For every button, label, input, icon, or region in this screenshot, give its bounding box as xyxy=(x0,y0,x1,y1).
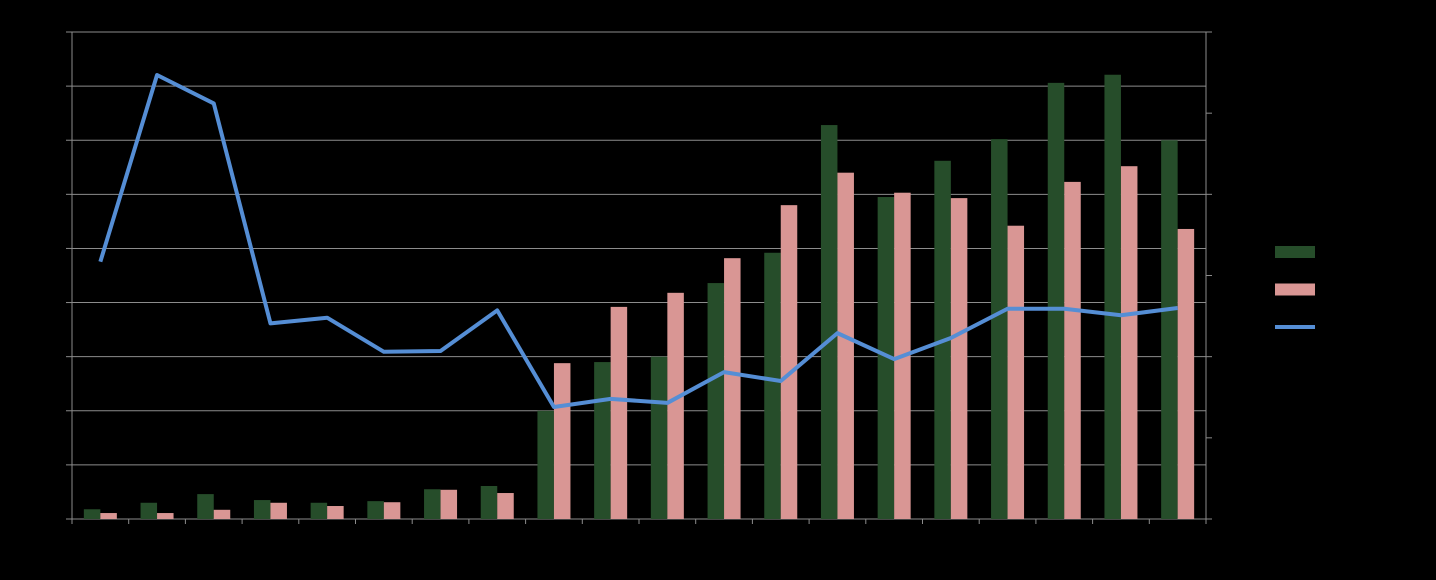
bar xyxy=(270,502,287,519)
bar xyxy=(157,513,174,519)
bar xyxy=(197,494,214,519)
bar xyxy=(424,489,441,519)
bar xyxy=(83,509,101,519)
bar xyxy=(650,356,668,519)
legend-swatch xyxy=(1275,283,1315,296)
bar xyxy=(497,493,514,519)
bar xyxy=(1064,181,1081,520)
bar xyxy=(1120,166,1138,519)
bar xyxy=(837,172,854,519)
bar xyxy=(1177,228,1195,519)
bar xyxy=(440,489,458,519)
bar xyxy=(780,205,798,519)
bar xyxy=(1047,82,1065,519)
bar xyxy=(724,258,741,519)
bar xyxy=(480,485,498,519)
bar xyxy=(367,501,384,519)
bar xyxy=(950,198,968,520)
bar xyxy=(667,292,684,519)
bar xyxy=(140,502,158,519)
bar xyxy=(1161,140,1178,519)
bar xyxy=(1104,74,1121,520)
bar xyxy=(764,252,781,520)
bar xyxy=(1007,225,1025,519)
line xyxy=(98,73,1178,409)
bar xyxy=(253,500,271,519)
bar xyxy=(327,506,344,519)
bar xyxy=(820,125,838,520)
bar xyxy=(594,362,611,519)
bar xyxy=(310,502,328,519)
bar xyxy=(213,509,231,519)
legend-swatch xyxy=(1275,246,1315,258)
bar xyxy=(707,283,725,519)
bar xyxy=(100,513,117,519)
bar xyxy=(383,502,401,519)
bar xyxy=(877,197,895,520)
bar xyxy=(991,139,1008,519)
bar xyxy=(537,410,554,519)
bar xyxy=(610,306,628,519)
bar xyxy=(553,363,571,519)
